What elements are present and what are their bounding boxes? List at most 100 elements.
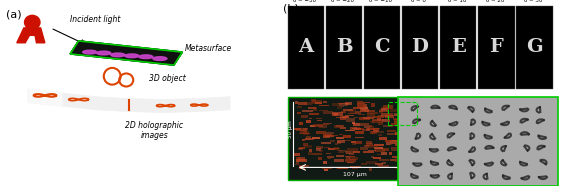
Bar <box>357 128 364 130</box>
Bar <box>408 163 412 166</box>
Bar <box>357 102 364 104</box>
Bar <box>381 113 389 117</box>
Bar <box>406 166 409 168</box>
Bar <box>379 111 388 112</box>
Bar <box>298 147 305 149</box>
Bar <box>356 128 361 130</box>
Bar <box>312 153 322 155</box>
Bar <box>407 153 415 154</box>
Text: F: F <box>489 39 503 56</box>
Bar <box>377 116 384 117</box>
Bar <box>318 124 329 125</box>
Bar <box>323 101 327 103</box>
Bar <box>313 124 319 126</box>
Bar <box>385 140 390 142</box>
Bar <box>338 167 348 169</box>
Bar <box>396 167 403 169</box>
Bar <box>399 169 407 171</box>
Bar <box>330 140 335 142</box>
Bar <box>345 151 351 154</box>
Text: θ = 20°: θ = 20° <box>486 0 507 3</box>
Bar <box>366 141 373 144</box>
Bar <box>388 144 392 145</box>
Bar <box>355 137 365 138</box>
Bar <box>318 157 322 160</box>
Bar <box>327 153 330 154</box>
Bar <box>398 97 558 186</box>
Bar <box>296 159 307 162</box>
Bar <box>401 114 410 118</box>
Bar <box>338 152 344 153</box>
Bar <box>325 6 362 89</box>
Bar <box>413 120 422 124</box>
Bar <box>380 108 389 111</box>
Bar <box>296 157 301 161</box>
Bar <box>296 161 300 164</box>
Bar <box>403 156 409 158</box>
Bar <box>402 6 438 89</box>
Polygon shape <box>28 89 62 106</box>
Bar <box>382 162 386 164</box>
Bar <box>390 140 398 144</box>
Bar <box>366 161 377 164</box>
Bar <box>366 128 370 131</box>
Bar <box>346 156 350 159</box>
Bar <box>410 131 416 132</box>
Bar <box>407 132 417 134</box>
Bar <box>369 126 374 128</box>
Bar <box>338 103 349 104</box>
Bar <box>324 147 330 148</box>
Bar <box>388 102 416 125</box>
Bar <box>346 118 355 122</box>
Bar <box>313 108 318 111</box>
Bar <box>398 108 407 111</box>
Bar <box>412 142 417 145</box>
Bar <box>379 109 387 110</box>
Bar <box>361 163 367 165</box>
Bar <box>378 134 382 136</box>
Polygon shape <box>196 97 230 112</box>
Polygon shape <box>17 28 45 43</box>
Text: (a): (a) <box>6 9 21 19</box>
Bar <box>309 118 312 119</box>
Bar <box>412 159 421 163</box>
Bar <box>372 119 383 121</box>
Bar <box>352 167 358 169</box>
Bar <box>407 136 411 140</box>
Text: θ = 10°: θ = 10° <box>448 0 468 3</box>
Bar <box>408 138 419 142</box>
Bar <box>378 122 383 125</box>
Bar <box>329 148 339 149</box>
Bar <box>334 159 344 161</box>
Bar <box>440 6 476 89</box>
Bar <box>398 134 405 137</box>
Bar <box>367 113 375 117</box>
Bar <box>295 128 301 130</box>
Bar <box>400 128 407 131</box>
Bar <box>303 142 308 146</box>
Bar <box>345 115 354 116</box>
Bar <box>328 156 334 158</box>
Text: A: A <box>298 39 314 56</box>
Bar <box>374 130 378 132</box>
Bar <box>311 137 320 139</box>
Polygon shape <box>129 99 163 113</box>
Bar <box>415 140 421 143</box>
Bar <box>316 118 322 119</box>
Bar <box>309 107 316 109</box>
Bar <box>355 127 360 130</box>
Bar <box>302 110 314 113</box>
Bar <box>352 122 355 124</box>
Bar <box>296 128 307 131</box>
Bar <box>337 140 345 143</box>
Bar <box>334 125 342 128</box>
Bar <box>363 151 374 153</box>
Bar <box>397 109 403 111</box>
Bar <box>404 128 407 129</box>
Bar <box>360 147 367 150</box>
Bar <box>379 137 387 140</box>
Bar <box>378 165 389 167</box>
Bar <box>337 106 342 109</box>
Bar <box>373 157 381 159</box>
Bar <box>364 126 370 128</box>
